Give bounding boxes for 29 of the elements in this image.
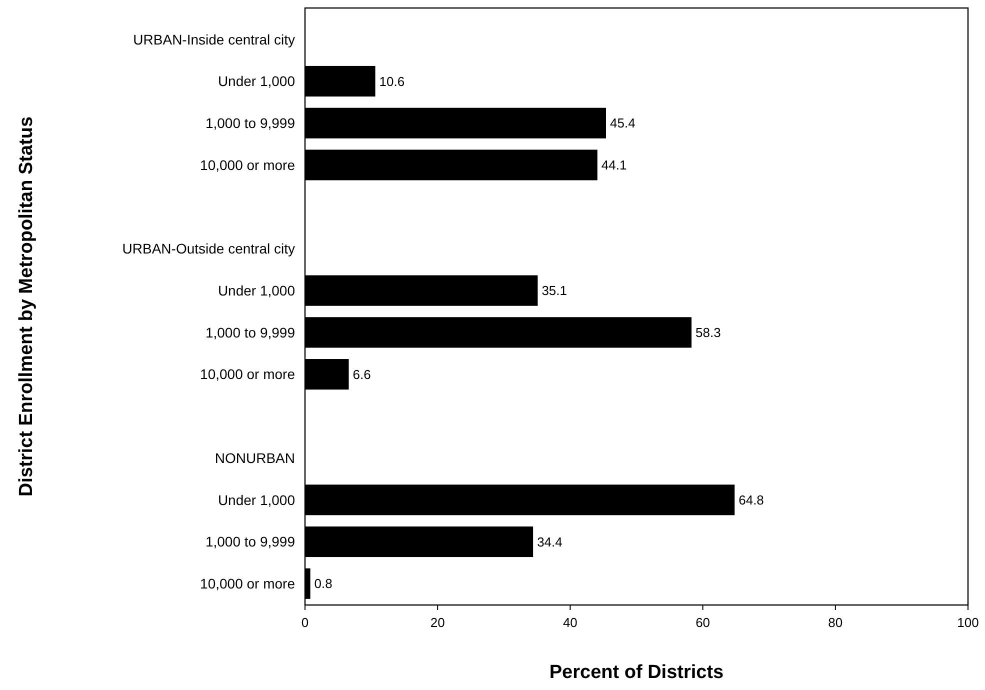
- y-tick-label: URBAN-Inside central city: [133, 31, 295, 48]
- y-tick-label: 10,000 or more: [200, 576, 296, 592]
- x-tick-label: 20: [430, 615, 445, 630]
- y-tick-label: Under 1,000: [218, 282, 296, 298]
- data-label: 45.4: [610, 116, 636, 131]
- y-tick-label: 10,000 or more: [200, 366, 296, 382]
- y-tick-label: 1,000 to 9,999: [205, 324, 296, 340]
- y-tick-label: URBAN-Outside central city: [122, 240, 295, 257]
- y-tick-label: 10,000 or more: [200, 156, 296, 173]
- y-tick-label: NONURBAN: [214, 450, 295, 466]
- y-axis-title: District Enrollment by Metropolitan Status: [16, 116, 37, 497]
- data-label: 10.6: [379, 74, 405, 89]
- y-tick-label: Under 1,000: [218, 73, 296, 90]
- data-label: 35.1: [542, 283, 568, 298]
- x-axis-title: Percent of Districts: [549, 662, 724, 683]
- x-tick-label: 60: [696, 615, 710, 630]
- y-tick-label: Under 1,000: [218, 492, 296, 508]
- data-label: 34.4: [537, 534, 562, 550]
- x-tick-label: 100: [957, 615, 979, 630]
- data-label: 58.3: [696, 324, 721, 340]
- data-label: 64.8: [738, 492, 764, 508]
- x-tick-label: 40: [562, 615, 578, 630]
- data-label: 0.8: [314, 576, 332, 592]
- data-label: 44.1: [601, 158, 627, 173]
- data-label: 6.6: [352, 366, 371, 382]
- y-tick-label: 1,000 to 9,999: [205, 534, 296, 550]
- x-tick-label: 0: [301, 615, 309, 630]
- y-tick-label: 1,000 to 9,999: [205, 115, 296, 132]
- x-tick-label: 80: [828, 615, 843, 630]
